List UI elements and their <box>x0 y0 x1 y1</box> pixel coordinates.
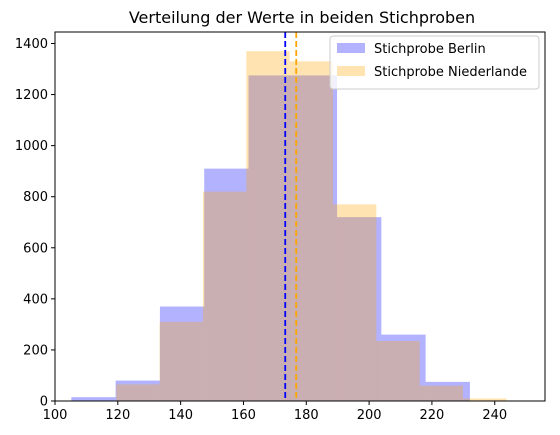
bar-stichprobe-berlin-3 <box>204 168 249 401</box>
y-tick-label-4: 800 <box>23 190 48 205</box>
x-tick-label-4: 180 <box>294 408 319 423</box>
bar-stichprobe-berlin-2 <box>159 306 205 401</box>
y-tick-label-6: 1200 <box>15 88 48 103</box>
chart-title: Verteilung der Werte in beiden Stichprob… <box>129 8 475 27</box>
mean-lines-layer <box>284 32 298 401</box>
bar-stichprobe-berlin-7 <box>381 334 426 401</box>
x-tick-label-2: 140 <box>168 408 193 423</box>
x-tick-label-1: 120 <box>105 408 130 423</box>
x-tick-label-6: 220 <box>420 408 445 423</box>
bar-stichprobe-berlin-4 <box>248 75 293 401</box>
legend-swatch-niederlande <box>337 66 365 76</box>
bars-layer <box>71 51 507 402</box>
y-tick-label-0: 0 <box>40 395 48 410</box>
legend-label-niederlande: Stichprobe Niederlande <box>374 65 527 80</box>
bar-stichprobe-niederlande-5 <box>332 204 377 401</box>
y-tick-label-3: 600 <box>23 241 48 256</box>
legend-swatch-berlin <box>337 43 365 53</box>
y-tick-label-1: 200 <box>23 343 48 358</box>
x-tick-label-0: 100 <box>43 408 68 423</box>
bar-stichprobe-niederlande-6 <box>376 340 420 401</box>
axes-layer: 100 120 140 160 180 200 220 240 0 200 400 600 800 100… <box>15 31 546 423</box>
bar-stichprobe-niederlande-7 <box>419 385 464 401</box>
bar-stichprobe-niederlande-2 <box>202 191 247 401</box>
y-tick-label-2: 400 <box>23 292 48 307</box>
x-tick-label-3: 160 <box>231 408 256 423</box>
y-tick-label-7: 1400 <box>15 37 48 52</box>
y-tick-label-5: 1000 <box>15 139 48 154</box>
x-tick-label-5: 200 <box>357 408 382 423</box>
plot-frame <box>54 31 546 402</box>
legend-frame <box>329 35 540 90</box>
legend-label-berlin: Stichprobe Berlin <box>374 42 486 57</box>
bar-stichprobe-niederlande-8 <box>463 398 507 401</box>
bar-stichprobe-niederlande-0 <box>116 384 160 401</box>
bar-stichprobe-berlin-5 <box>292 75 338 401</box>
bar-stichprobe-niederlande-1 <box>159 321 203 401</box>
bar-stichprobe-berlin-8 <box>425 381 470 401</box>
bar-stichprobe-berlin-1 <box>115 380 160 401</box>
legend: Stichprobe Berlin Stichprobe Niederlande <box>329 35 540 90</box>
bar-stichprobe-berlin-0 <box>71 397 116 401</box>
bar-stichprobe-berlin-6 <box>337 217 382 401</box>
x-tick-label-7: 240 <box>482 408 507 423</box>
bar-stichprobe-niederlande-3 <box>246 51 290 402</box>
